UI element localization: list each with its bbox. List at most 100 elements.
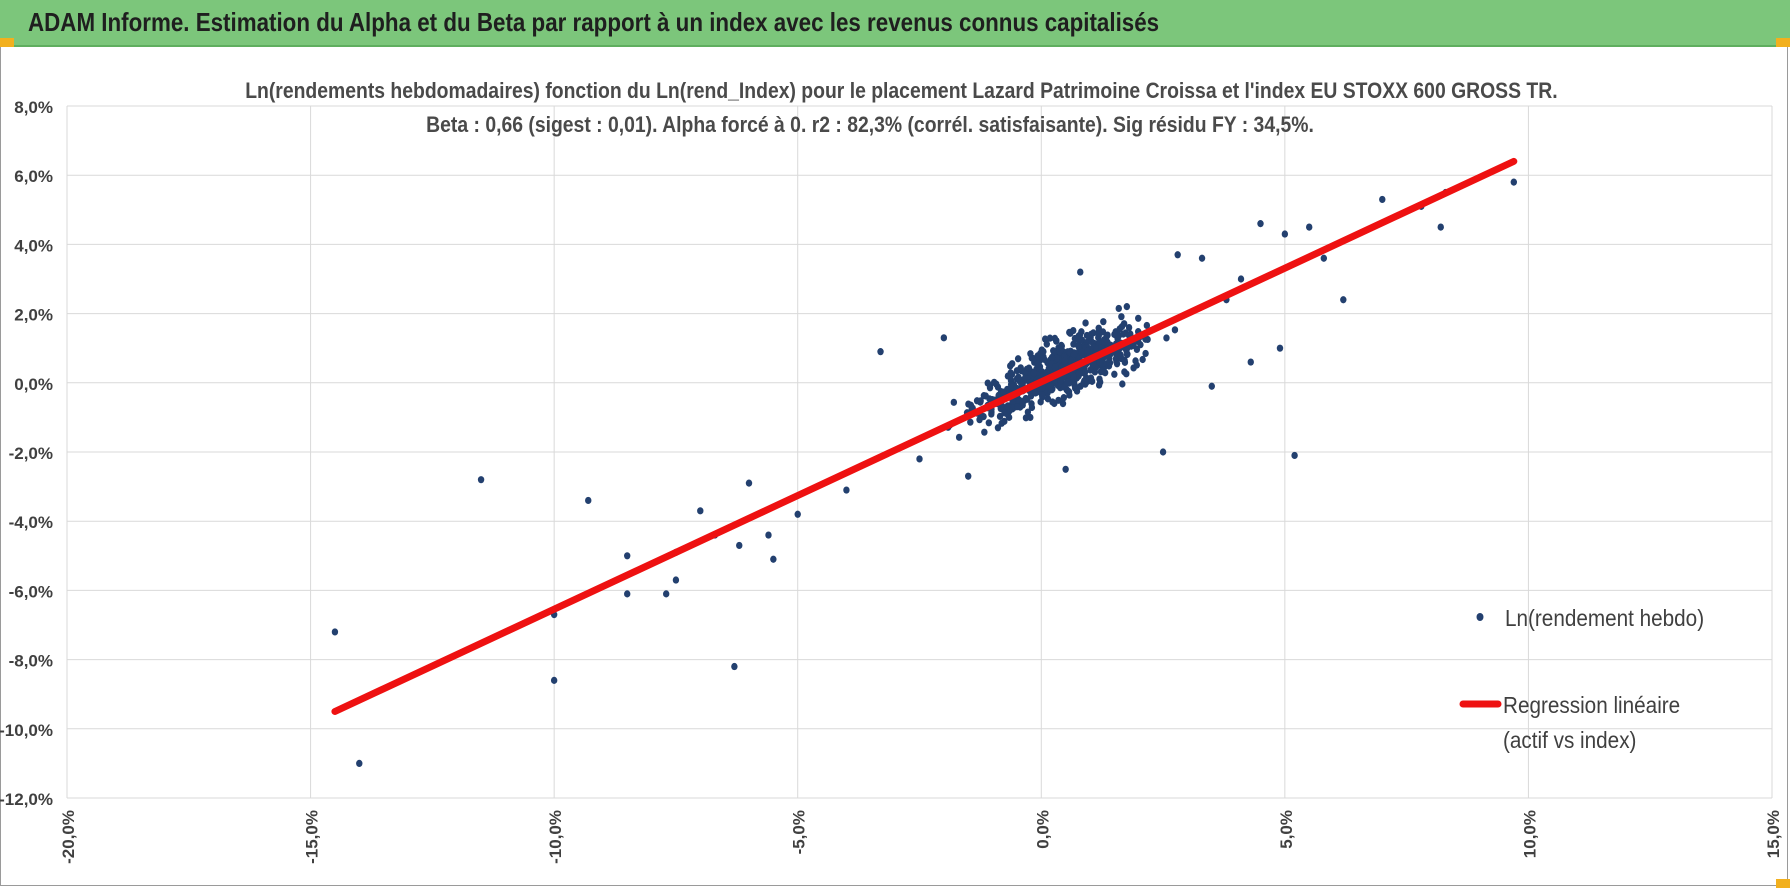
scatter-point [1208, 382, 1215, 390]
legend-label-regression-line2: (actif vs index) [1503, 727, 1637, 753]
scatter-point [1171, 326, 1179, 334]
scatter-point [1118, 313, 1125, 321]
scatter-point [1142, 349, 1149, 358]
scatter-point [1139, 355, 1146, 364]
x-tick-label: -15,0% [303, 810, 322, 864]
scatter-point [1032, 389, 1039, 397]
legend-marker-points [1476, 613, 1484, 621]
scatter-point [1060, 394, 1068, 402]
scatter-point [1001, 417, 1008, 425]
scatter-point [1099, 367, 1106, 376]
scatter-point [1075, 370, 1083, 378]
scatter-point [1090, 360, 1097, 368]
scatter-point [1144, 335, 1151, 344]
scatter-point [1005, 413, 1013, 421]
y-tick-label: -2,0% [9, 444, 53, 463]
scatter-point [1118, 323, 1126, 331]
scatter-point [973, 397, 981, 405]
scatter-point [1022, 414, 1030, 422]
scatter-point [1075, 332, 1082, 340]
scatter-point [697, 507, 704, 515]
scatter-point [1083, 331, 1091, 340]
scatter-point [1101, 338, 1108, 347]
scatter-point [1078, 348, 1085, 356]
scatter-point [965, 400, 972, 408]
scatter-point [1135, 314, 1142, 322]
scatter-point [980, 392, 988, 400]
corner-accent-left [0, 38, 14, 47]
y-tick-label: 8,0% [14, 98, 53, 117]
scatter-point [1037, 398, 1044, 406]
scatter-point [1039, 355, 1047, 363]
scatter-point [994, 424, 1002, 432]
scatter-point [1070, 340, 1077, 348]
scatter-point [550, 676, 558, 684]
scatter-point [356, 759, 363, 768]
scatter-point [1276, 344, 1284, 352]
scatter-point [1075, 342, 1082, 350]
scatter-point [1040, 347, 1047, 356]
scatter-point [1281, 230, 1289, 238]
scatter-point [986, 384, 994, 392]
scatter-point [765, 531, 772, 539]
scatter-point [1055, 344, 1062, 352]
scatter-point [1437, 223, 1444, 231]
scatter-point [1014, 403, 1021, 411]
scatter-point [1100, 318, 1107, 326]
scatter-point [1087, 366, 1094, 374]
scatter-point [624, 552, 631, 560]
scatter-point [1007, 381, 1015, 389]
scatter-point [1088, 337, 1095, 345]
scatter-point [736, 541, 743, 550]
x-tick-label: 10,0% [1520, 810, 1539, 858]
scatter-point [843, 486, 850, 494]
scatter-point [1053, 354, 1061, 362]
corner-accent-right [1776, 38, 1790, 47]
y-tick-label: 4,0% [14, 236, 53, 255]
scatter-point [1034, 352, 1041, 360]
y-tick-label: -12,0% [0, 790, 53, 809]
scatter-point [986, 395, 993, 403]
scatter-point [672, 576, 680, 584]
scatter-point [976, 416, 983, 424]
scatter-point [1306, 223, 1313, 231]
scatter-point [1082, 319, 1089, 327]
scatter-point [731, 662, 738, 671]
scatter-point [1059, 400, 1067, 408]
scatter-point [1061, 356, 1069, 365]
scatter-point [1111, 330, 1118, 339]
scatter-point [1084, 347, 1091, 355]
scatter-point [1096, 358, 1103, 366]
scatter-point [624, 590, 631, 598]
y-tick-label: 2,0% [14, 306, 53, 325]
scatter-point [1007, 362, 1014, 370]
scatter-point [1120, 330, 1127, 338]
scatter-point [1048, 353, 1056, 361]
scatter-point [1071, 381, 1078, 389]
scatter-point [993, 380, 1000, 388]
x-tick-label: -20,0% [59, 810, 78, 864]
scatter-point [1095, 329, 1102, 337]
scatter-point [1143, 321, 1151, 330]
scatter-point [1124, 350, 1131, 358]
scatter-point [794, 510, 801, 518]
scatter-point [1159, 448, 1167, 456]
scatter-point [1019, 398, 1026, 407]
scatter-point [1028, 403, 1036, 412]
scatter-point [1247, 358, 1254, 366]
scatter-point [1237, 275, 1245, 283]
y-tick-label: -8,0% [9, 652, 53, 671]
scatter-point [1001, 409, 1008, 417]
y-tick-label: 0,0% [14, 375, 53, 394]
scatter-point [1025, 364, 1033, 372]
scatter-point [1125, 323, 1133, 332]
y-tick-label: -10,0% [0, 721, 53, 740]
scatter-point [477, 476, 485, 484]
y-tick-label: 6,0% [14, 167, 53, 186]
scatter-point [1050, 347, 1057, 355]
chart-title-line2: Beta : 0,66 (sigest : 0,01). Alpha forcé… [426, 112, 1314, 137]
scatter-point [1121, 368, 1128, 376]
scatter-point [1257, 220, 1264, 228]
scatter-point [1510, 178, 1518, 186]
